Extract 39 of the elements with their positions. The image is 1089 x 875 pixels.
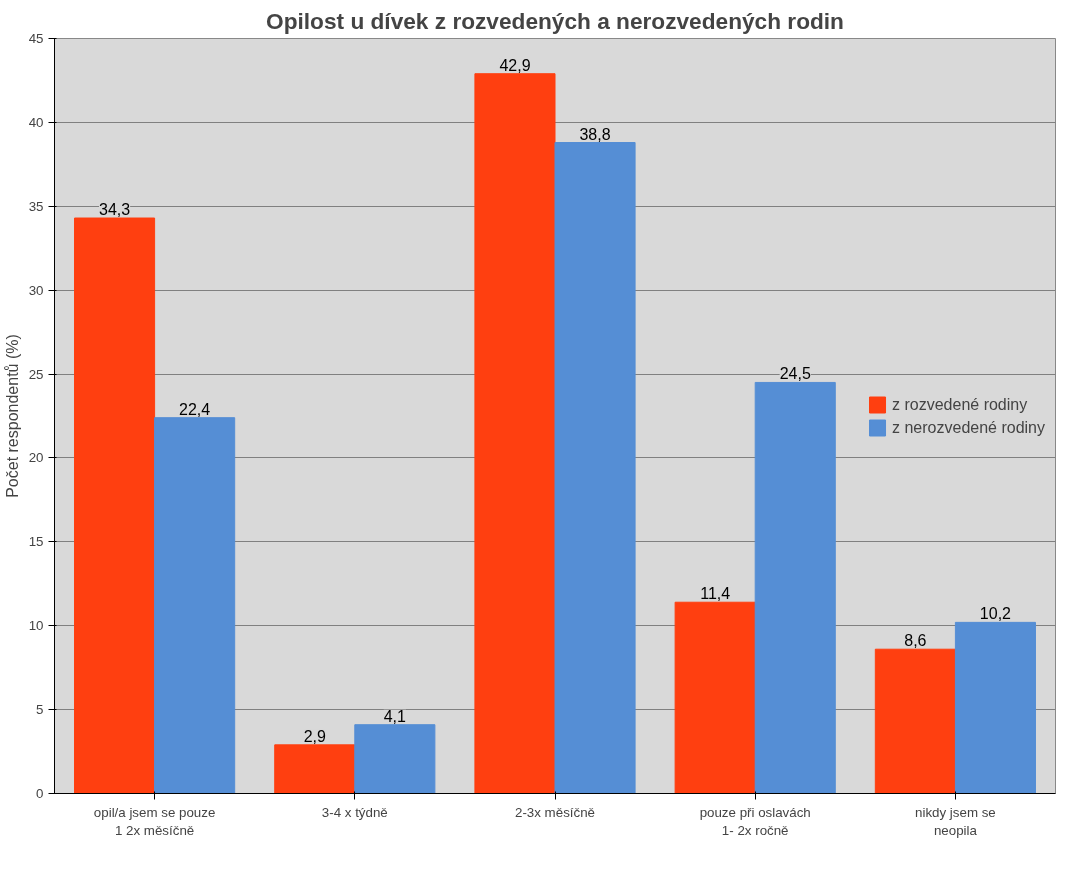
data-label: 24,5 [779,365,811,383]
x-tick-label: opil/a jsem se pouze 1 2x měsíčně [93,804,216,838]
bar [954,621,1036,794]
bar [354,724,436,794]
y-tick-label: 35 [28,198,44,214]
x-tick-label: 2-3x měsíčně [515,804,596,820]
data-label: 42,9 [499,56,531,74]
data-label: 34,3 [98,201,131,219]
x-tick-label: pouze při oslavách 1- 2x ročně [699,804,811,838]
chart-title: Opilost u dívek z rozvedených a nerozvedených rodin [266,7,844,34]
y-tick-label: 45 [28,31,44,46]
bar [154,417,236,794]
data-label: 10,2 [979,605,1012,623]
y-tick-label: 30 [28,282,44,298]
bar [754,381,836,794]
bar [274,744,356,794]
bar [554,142,636,794]
bar [474,73,556,794]
y-tick-label: 10 [28,618,44,634]
y-tick-label: 5 [36,702,44,718]
data-label: 8,6 [904,632,927,650]
x-tick-label: 3-4 x týdně [321,804,388,820]
y-tick-label: 40 [28,114,44,130]
data-label: 38,8 [579,125,611,143]
y-tick-label: 0 [36,786,44,801]
data-label: 4,1 [383,707,407,725]
legend-label: z nerozvedené rodiny [892,418,1045,436]
y-tick-label: 25 [28,366,44,382]
legend-label: z rozvedené rodiny [892,395,1028,413]
bar [74,217,156,794]
data-label: 2,9 [303,727,326,745]
data-label: 11,4 [700,585,731,603]
data-label: 22,4 [179,400,211,418]
bar [874,648,956,794]
y-tick-label: 15 [28,534,44,550]
bar [674,601,756,794]
y-axis-title: Počet respondentů (%) [3,334,21,498]
y-tick-label: 20 [28,450,44,466]
x-tick-label: nikdy jsem se neopila [915,804,996,838]
